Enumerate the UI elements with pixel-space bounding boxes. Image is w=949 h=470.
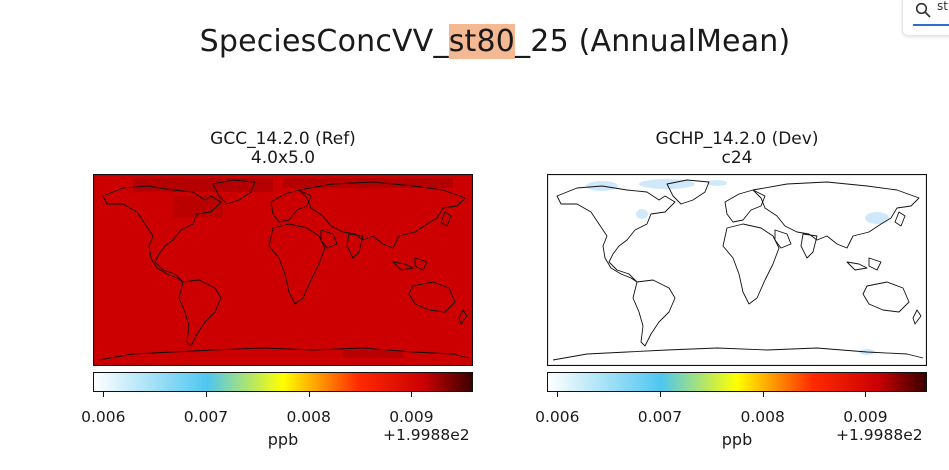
- figure-title-highlight: st80: [448, 24, 516, 59]
- ref-panel-title: GCC_14.2.0 (Ref) 4.0x5.0: [93, 130, 473, 168]
- colorbar-tick-mark: [308, 392, 310, 397]
- search-icon: [915, 2, 931, 18]
- figure-title-prefix: SpeciesConcVV_: [199, 24, 449, 59]
- colorbar-tick-label: 0.009: [843, 408, 888, 426]
- ref-subtitle: 4.0x5.0: [250, 148, 316, 168]
- search-box[interactable]: st: [902, 0, 949, 36]
- dev-map-border: [547, 174, 927, 366]
- colorbar-tick-mark: [865, 392, 867, 397]
- ref-colorbar-offset: +1.9988e2: [383, 426, 470, 444]
- figure-title-suffix: _25 (AnnualMean): [515, 24, 791, 59]
- ref-colorbar-wrap: [93, 372, 473, 392]
- ref-map: [93, 174, 473, 366]
- colorbar-tick-label: 0.007: [637, 408, 683, 426]
- dev-title: GCHP_14.2.0 (Dev): [655, 129, 819, 149]
- ref-title: GCC_14.2.0 (Ref): [210, 129, 356, 149]
- colorbar-tick-mark: [411, 392, 413, 397]
- colorbar-tick-label: 0.006: [81, 408, 126, 426]
- dev-colorbar-offset: +1.9988e2: [836, 426, 923, 444]
- dev-map: [547, 174, 927, 366]
- search-input[interactable]: st: [937, 0, 948, 13]
- ref-map-border: [93, 174, 473, 366]
- dev-colorbar-unit: ppb: [721, 430, 753, 449]
- dev-colorbar-wrap: [547, 372, 927, 392]
- colorbar-tick-mark: [205, 392, 207, 397]
- ref-map-field: [93, 174, 473, 366]
- dev-panel-title: GCHP_14.2.0 (Dev) c24: [547, 130, 927, 168]
- colorbar-tick-mark: [557, 392, 559, 397]
- dev-map-field: [547, 174, 927, 366]
- colorbar-tick-label: 0.008: [286, 408, 331, 426]
- colorbar-tick-label: 0.007: [183, 408, 229, 426]
- search-underline: [913, 24, 949, 26]
- colorbar-tick-label: 0.008: [740, 408, 785, 426]
- colorbar-tick-label: 0.006: [535, 408, 580, 426]
- colorbar-tick-mark: [659, 392, 661, 397]
- colorbar-tick-label: 0.009: [389, 408, 434, 426]
- figure-title: SpeciesConcVV_st80_25 (AnnualMean): [0, 24, 949, 59]
- colorbar-tick-mark: [103, 392, 105, 397]
- ref-colorbar: [93, 372, 473, 392]
- dev-colorbar: [547, 372, 927, 392]
- dev-subtitle: c24: [721, 148, 753, 168]
- colorbar-tick-mark: [762, 392, 764, 397]
- ref-colorbar-unit: ppb: [267, 430, 299, 449]
